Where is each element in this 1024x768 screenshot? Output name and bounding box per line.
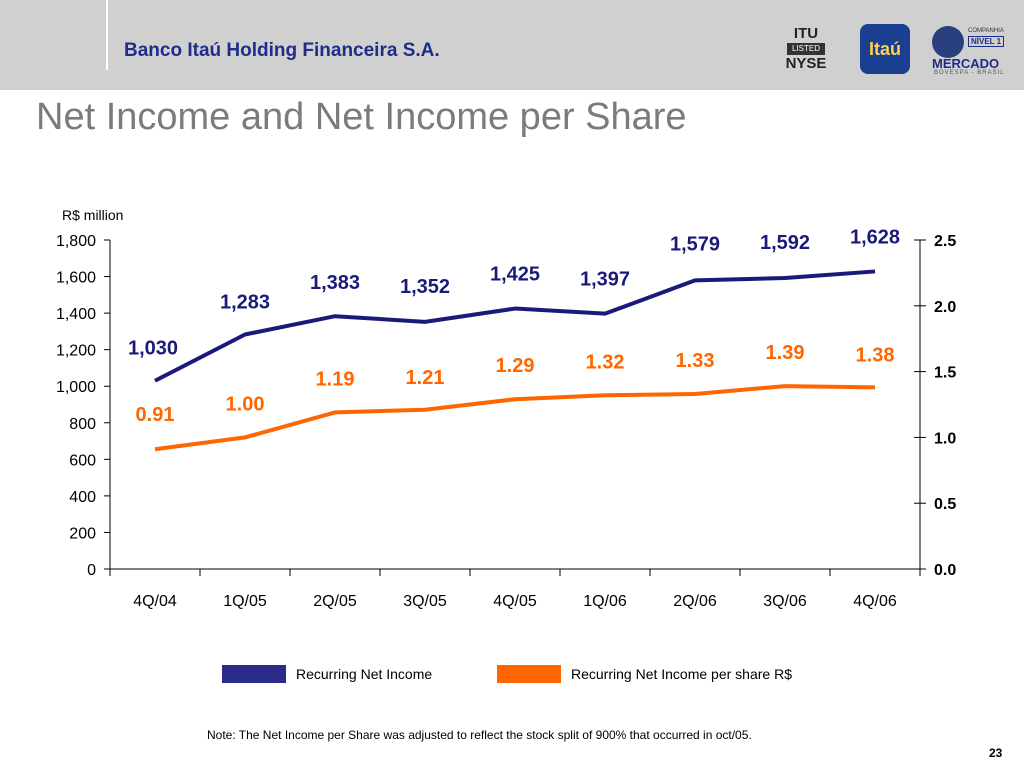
- x-tick-label: 2Q/05: [313, 593, 357, 610]
- data-label-per-share: 1.19: [316, 368, 355, 390]
- data-label-per-share: 1.21: [406, 367, 445, 389]
- legend-swatch-blue: [222, 665, 286, 683]
- bovespa-mercado: MERCADO: [932, 56, 1000, 71]
- right-tick-label: 0.5: [934, 496, 956, 513]
- left-tick-label: 400: [69, 489, 96, 506]
- data-label-net-income: 1,283: [220, 291, 270, 313]
- right-tick-label: 2.0: [934, 299, 956, 316]
- itau-logo: Itaú: [860, 24, 910, 74]
- net-income-chart: R$ million 0 200 400 600 800 1,000 1,200 1,400 1,…: [56, 207, 956, 610]
- left-tick-label: 1,200: [56, 343, 96, 360]
- header-divider: [106, 0, 108, 70]
- right-tick-label: 2.5: [934, 233, 956, 250]
- data-label-net-income: 1,579: [670, 233, 720, 255]
- x-tick-label: 1Q/05: [223, 593, 267, 610]
- data-label-net-income: 1,628: [850, 226, 900, 248]
- x-tick-label: 4Q/04: [133, 593, 177, 610]
- left-tick-label: 0: [87, 562, 96, 579]
- x-tick-label: 2Q/06: [673, 593, 717, 610]
- left-tick-label: 1,800: [56, 233, 96, 250]
- unit-label: R$ million: [62, 207, 123, 223]
- itu-logo-badge: LISTED: [787, 43, 825, 55]
- footnote: Note: The Net Income per Share was adjus…: [207, 728, 752, 742]
- bovespa-globe-icon: [932, 26, 964, 58]
- bovespa-nivel: NÍVEL 1: [968, 36, 1005, 47]
- data-label-per-share: 1.00: [226, 393, 265, 415]
- itu-logo-bottom: NYSE: [785, 55, 827, 72]
- legend-label-net-income: Recurring Net Income: [296, 666, 433, 682]
- x-tick-label: 3Q/06: [763, 593, 807, 610]
- left-tick-label: 200: [69, 525, 96, 542]
- x-tick-label: 1Q/06: [583, 593, 627, 610]
- series-line-per-share: [154, 384, 876, 452]
- data-label-per-share: 1.33: [676, 350, 715, 372]
- legend-label-per-share: Recurring Net Income per share R$: [571, 666, 792, 682]
- data-label-net-income: 1,030: [128, 338, 178, 360]
- header-bar: Banco Itaú Holding Financeira S.A. ITU L…: [0, 0, 1024, 90]
- data-label-per-share: 1.32: [586, 351, 625, 373]
- data-label-net-income: 1,425: [490, 264, 540, 286]
- data-label-net-income: 1,592: [760, 232, 810, 254]
- bovespa-companhia: COMPANHIA: [968, 28, 1004, 34]
- left-tick-label: 800: [69, 416, 96, 433]
- data-label-net-income: 1,352: [400, 276, 450, 298]
- left-tick-label: 1,600: [56, 270, 96, 287]
- itu-logo-top: ITU: [793, 25, 819, 42]
- data-label-per-share: 1.29: [496, 355, 535, 377]
- data-label-per-share: 0.91: [136, 404, 175, 426]
- data-label-per-share: 1.38: [856, 344, 895, 366]
- left-tick-label: 600: [69, 452, 96, 469]
- right-tick-label: 1.5: [934, 365, 956, 382]
- x-tick-label: 3Q/05: [403, 593, 447, 610]
- x-tick-label: 4Q/06: [853, 593, 897, 610]
- legend-swatch-orange: [497, 665, 561, 683]
- data-label-net-income: 1,397: [580, 269, 630, 291]
- itu-nyse-logo: ITU LISTED NYSE: [780, 25, 832, 75]
- right-tick-label: 1.0: [934, 430, 956, 447]
- left-tick-label: 1,400: [56, 306, 96, 323]
- x-tick-label: 4Q/05: [493, 593, 537, 610]
- bovespa-logo: COMPANHIA NÍVEL 1 MERCADO BOVESPA - BRAS…: [932, 26, 1022, 78]
- page-number: 23: [989, 746, 1003, 760]
- series-line-net-income: [154, 269, 876, 383]
- data-label-net-income: 1,383: [310, 272, 360, 294]
- company-name: Banco Itaú Holding Financeira S.A.: [124, 40, 440, 61]
- data-label-per-share: 1.39: [766, 342, 805, 364]
- bovespa-sub: BOVESPA - BRASIL: [934, 70, 1005, 76]
- right-tick-label: 0.0: [934, 562, 956, 579]
- page-title: Net Income and Net Income per Share: [36, 96, 687, 138]
- left-tick-label: 1,000: [56, 379, 96, 396]
